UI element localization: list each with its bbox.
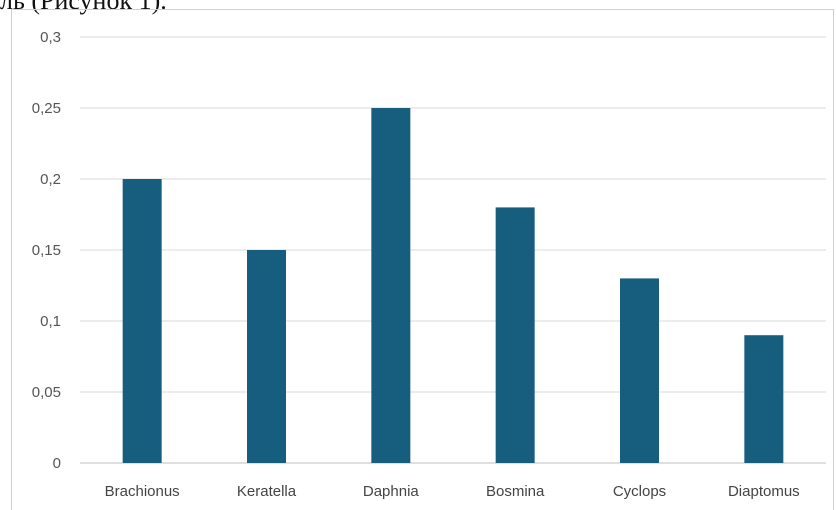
bar-cyclops bbox=[620, 278, 659, 463]
y-tick-label: 0,3 bbox=[40, 29, 61, 46]
y-tick-label: 0 bbox=[53, 455, 61, 472]
bar-keratella bbox=[247, 250, 286, 463]
bar-diaptomus bbox=[744, 335, 784, 463]
x-category-label: Brachionus bbox=[105, 483, 180, 500]
y-tick-label: 0,25 bbox=[32, 100, 61, 117]
y-tick-label: 0,05 bbox=[32, 384, 61, 401]
bars bbox=[122, 108, 784, 463]
document-caption-text: ль (Рисунок 1). bbox=[0, 0, 167, 15]
x-category-label: Keratella bbox=[237, 483, 297, 500]
x-category-label: Cyclops bbox=[613, 483, 666, 500]
y-tick-label: 0,1 bbox=[40, 313, 61, 330]
bar-brachionus bbox=[122, 179, 162, 463]
x-category-label: Bosmina bbox=[486, 483, 545, 500]
y-axis-ticks: 0 0,05 0,1 0,15 0,2 0,25 0,3 bbox=[32, 29, 61, 472]
gridlines bbox=[80, 36, 826, 464]
y-tick-label: 0,2 bbox=[40, 171, 61, 188]
chart-frame bbox=[11, 9, 834, 510]
x-category-label: Daphnia bbox=[363, 483, 420, 500]
x-category-label: Diaptomus bbox=[728, 483, 800, 500]
x-axis-categories: Brachionus Keratella Daphnia Bosmina Cyclops… bbox=[105, 483, 800, 500]
bar-bosmina bbox=[495, 207, 535, 463]
bar-daphnia bbox=[371, 108, 411, 463]
y-tick-label: 0,15 bbox=[32, 242, 61, 259]
